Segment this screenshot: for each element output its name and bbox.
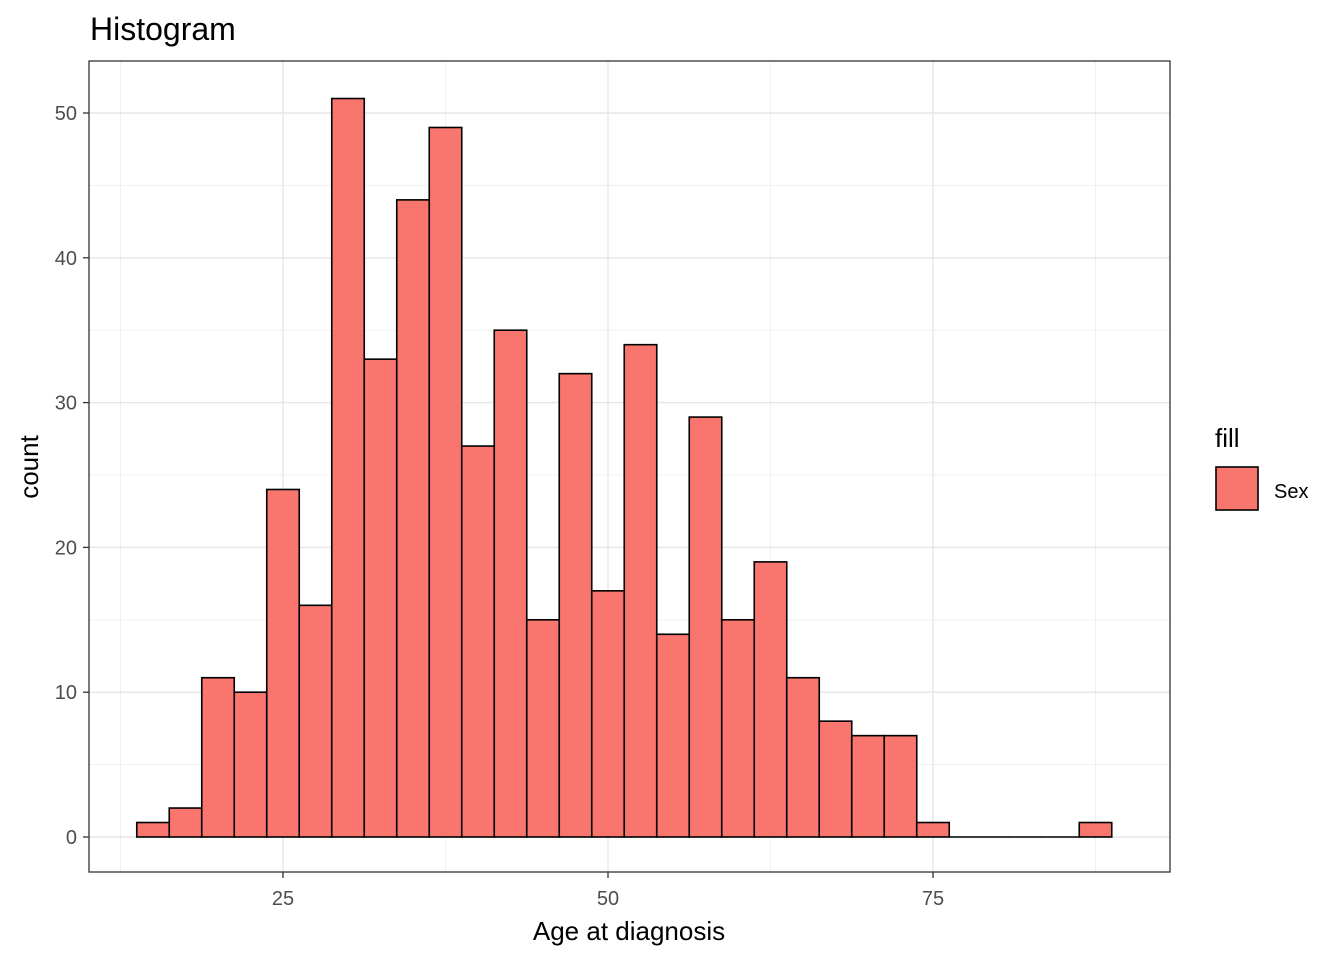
legend-title: fill: [1215, 423, 1240, 453]
x-tick-label: 50: [597, 888, 619, 910]
histogram-bar: [915, 821, 951, 838]
bars: [135, 97, 1113, 838]
x-tick-label: 75: [922, 888, 944, 910]
histogram-bar: [655, 633, 691, 838]
histogram-bar: [428, 126, 463, 838]
legend: fill Sex: [1215, 423, 1308, 511]
histogram-bar: [1078, 821, 1113, 838]
y-axis: 0 10 20 30 40 50: [55, 103, 89, 849]
histogram-bar: [168, 807, 203, 838]
x-axis: 25 50 75: [272, 872, 944, 910]
histogram-bar: [330, 97, 366, 838]
histogram-bar: [265, 488, 301, 838]
y-axis-label: count: [14, 434, 44, 498]
histogram-bar: [720, 618, 756, 838]
chart-title: Histogram: [90, 11, 236, 47]
histogram-bar: [200, 676, 236, 838]
histogram-bar: [558, 372, 593, 838]
histogram-bar: [883, 734, 918, 838]
y-tick-label: 0: [66, 827, 77, 849]
histogram-bar: [135, 821, 171, 838]
histogram-bar: [298, 604, 333, 838]
x-axis-label: Age at diagnosis: [533, 916, 725, 946]
histogram-bar: [590, 590, 626, 838]
legend-label-sex: Sex: [1274, 481, 1308, 503]
histogram-bar: [363, 358, 398, 838]
histogram-bar: [623, 343, 658, 838]
histogram-bar: [395, 199, 431, 838]
legend-key-sex: [1215, 466, 1259, 511]
histogram-bar: [753, 561, 788, 838]
histogram-bar: [460, 445, 496, 838]
histogram-bar: [233, 691, 268, 838]
plot-border: [88, 60, 1171, 873]
histogram-bar: [850, 734, 886, 838]
y-tick-label: 50: [55, 103, 77, 125]
histogram-bar: [818, 720, 853, 838]
y-tick-label: 10: [55, 682, 77, 704]
histogram-bar: [493, 329, 528, 838]
histogram-bar: [785, 676, 821, 838]
x-tick-label: 25: [272, 888, 294, 910]
y-tick-label: 40: [55, 248, 77, 270]
histogram-bar: [525, 618, 561, 838]
y-tick-label: 20: [55, 537, 77, 559]
y-tick-label: 30: [55, 393, 77, 415]
histogram-bar: [688, 416, 723, 838]
